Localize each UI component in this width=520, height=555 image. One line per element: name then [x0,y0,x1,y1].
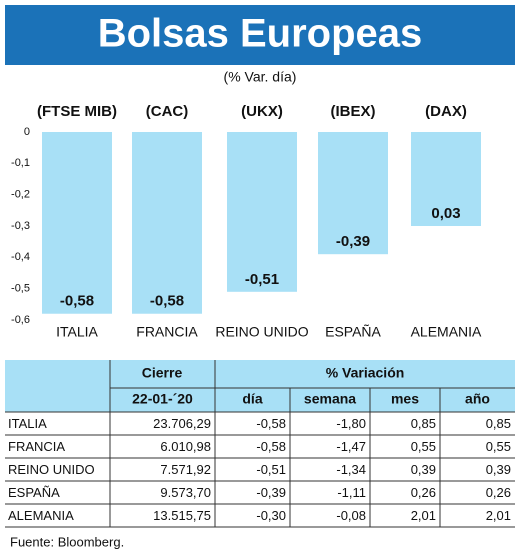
chart-title: Bolsas Europeas [98,12,423,56]
table-cell: 0,39 [411,462,436,477]
x-tick-label: FRANCIA [136,324,198,340]
source-note: Fuente: Bloomberg. [10,534,124,549]
table-cell: -1,80 [336,416,366,431]
table-cell: 0,85 [486,416,511,431]
x-tick-label: ESPAÑA [325,324,381,340]
x-tick-label: ITALIA [56,324,98,340]
table-cell: 2,01 [486,508,511,523]
column-header: día [242,391,262,407]
table-cell: -0,39 [256,485,286,500]
bar [318,132,388,255]
table-cell: -0,51 [256,462,286,477]
table-cell: -0,30 [256,508,286,523]
x-tick-label: ALEMANIA [411,324,482,340]
y-tick-label: -0,4 [11,251,30,263]
table-cell: -1,47 [336,439,366,454]
column-header: semana [304,391,356,407]
bar [227,132,297,292]
value-label: -0,58 [60,293,94,310]
row-label: ALEMANIA [8,508,74,523]
table-cell: -1,34 [336,462,366,477]
value-label: -0,51 [245,271,279,288]
ticker-label: (FTSE MIB) [37,103,117,120]
value-label: -0,58 [150,293,184,310]
y-tick-label: 0 [24,126,30,138]
chart-subtitle: (% Var. día) [224,69,297,85]
column-header: 22-01-´20 [132,391,193,407]
table-cell: 0,39 [486,462,511,477]
group-header: Cierre [142,365,183,381]
y-tick-label: -0,3 [11,220,30,232]
table-cell: -0,08 [336,508,366,523]
row-label: FRANCIA [8,439,65,454]
table-cell: -0,58 [256,416,286,431]
bar [411,132,481,226]
table-cell: 0,55 [486,439,511,454]
table-cell: 13.515,75 [153,508,211,523]
table-cell: 0,85 [411,416,436,431]
table-cell: 0,26 [411,485,436,500]
table-cell: 23.706,29 [153,416,211,431]
row-label: REINO UNIDO [8,462,95,477]
table-cell: -0,58 [256,439,286,454]
group-header: % Variación [326,365,405,381]
table-header-bg [5,360,515,412]
x-tick-label: REINO UNIDO [215,324,308,340]
value-label: 0,03 [431,205,460,222]
column-header: mes [391,391,419,407]
ticker-label: (UKX) [241,103,283,120]
table-cell: -1,11 [337,485,366,500]
ticker-label: (CAC) [146,103,189,120]
title-banner [5,5,515,65]
table-cell: 9.573,70 [160,485,211,500]
value-label: -0,39 [336,233,370,250]
ticker-label: (DAX) [425,103,467,120]
table-cell: 2,01 [411,508,436,523]
y-tick-label: -0,5 [11,283,30,295]
row-label: ITALIA [8,416,47,431]
y-tick-label: -0,6 [11,314,30,326]
row-label: ESPAÑA [8,485,60,500]
bar [132,132,202,314]
column-header: año [465,391,490,407]
table-cell: 7.571,92 [160,462,211,477]
table-cell: 6.010,98 [160,439,211,454]
y-tick-label: -0,2 [11,189,30,201]
ticker-label: (IBEX) [331,103,376,120]
table-cell: 0,55 [411,439,436,454]
bar [42,132,112,314]
table-cell: 0,26 [486,485,511,500]
y-tick-label: -0,1 [11,157,30,169]
